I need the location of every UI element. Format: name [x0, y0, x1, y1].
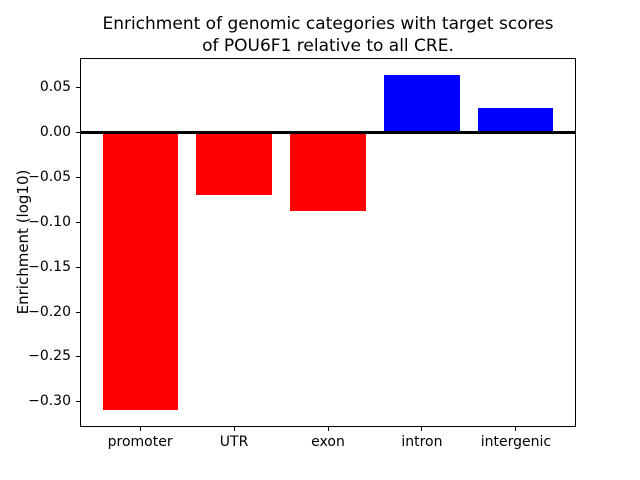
y-tick-mark — [76, 356, 80, 358]
y-tick-label: −0.25 — [28, 348, 71, 365]
y-tick-label: −0.15 — [28, 258, 71, 275]
y-tick-label: 0.05 — [39, 79, 71, 96]
y-tick-mark — [76, 221, 80, 223]
y-tick-mark — [76, 266, 80, 268]
y-tick-mark — [76, 176, 80, 178]
x-tick-mark — [515, 427, 517, 431]
bar-intron — [384, 75, 460, 133]
zero-line — [80, 131, 576, 135]
bar-UTR — [196, 132, 272, 196]
x-tick-mark — [139, 427, 141, 431]
bar-exon — [290, 132, 366, 211]
y-tick-mark — [76, 401, 80, 403]
y-tick-mark — [76, 311, 80, 313]
y-tick-label: −0.10 — [28, 213, 71, 230]
x-tick-label-exon: exon — [311, 434, 345, 450]
bar-intergenic — [478, 108, 554, 133]
y-tick-label: −0.05 — [28, 168, 71, 185]
x-tick-mark — [421, 427, 423, 431]
y-axis-label: Enrichment (log10) — [14, 169, 32, 315]
x-tick-label-promoter: promoter — [107, 434, 173, 450]
y-tick-mark — [76, 132, 80, 134]
x-tick-mark — [233, 427, 235, 431]
y-tick-label: −0.30 — [28, 393, 71, 410]
bar-promoter — [102, 132, 178, 410]
chart-title: Enrichment of genomic categories with ta… — [102, 14, 554, 56]
x-tick-mark — [327, 427, 329, 431]
x-tick-label-intron: intron — [401, 434, 443, 450]
x-tick-label-UTR: UTR — [219, 434, 249, 450]
y-tick-label: 0.00 — [39, 124, 71, 141]
y-tick-label: −0.20 — [28, 303, 71, 320]
x-tick-label-intergenic: intergenic — [480, 434, 552, 450]
y-tick-mark — [76, 87, 80, 89]
